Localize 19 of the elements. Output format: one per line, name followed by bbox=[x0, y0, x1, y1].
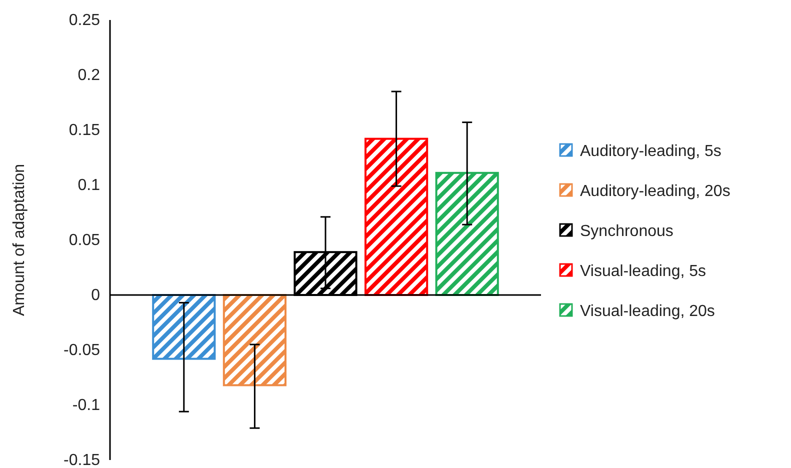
y-axis-title: Amount of adaptation bbox=[11, 164, 28, 316]
y-tick-label: -0.1 bbox=[72, 397, 100, 414]
y-tick-label: 0.1 bbox=[78, 177, 100, 194]
bar bbox=[222, 294, 286, 386]
y-tick-label: -0.15 bbox=[64, 452, 100, 468]
y-tick-label: 0.2 bbox=[78, 67, 100, 84]
legend-label: Visual-leading, 20s bbox=[580, 303, 715, 320]
y-tick-label: 0.05 bbox=[68, 232, 100, 250]
bar bbox=[364, 138, 428, 296]
y-tick-label: -0.05 bbox=[64, 342, 100, 360]
bar bbox=[435, 172, 499, 296]
legend-label: Auditory-leading, 20s bbox=[580, 183, 730, 200]
legend-label: Visual-leading, 5s bbox=[580, 263, 706, 280]
y-tick-label: 0.15 bbox=[68, 122, 100, 140]
y-tick-label: 0 bbox=[91, 287, 100, 304]
y-tick-label: 0.25 bbox=[68, 12, 100, 30]
legend-label: Auditory-leading, 5s bbox=[580, 143, 722, 160]
legend-label: Synchronous bbox=[580, 223, 674, 240]
bar bbox=[152, 294, 216, 360]
